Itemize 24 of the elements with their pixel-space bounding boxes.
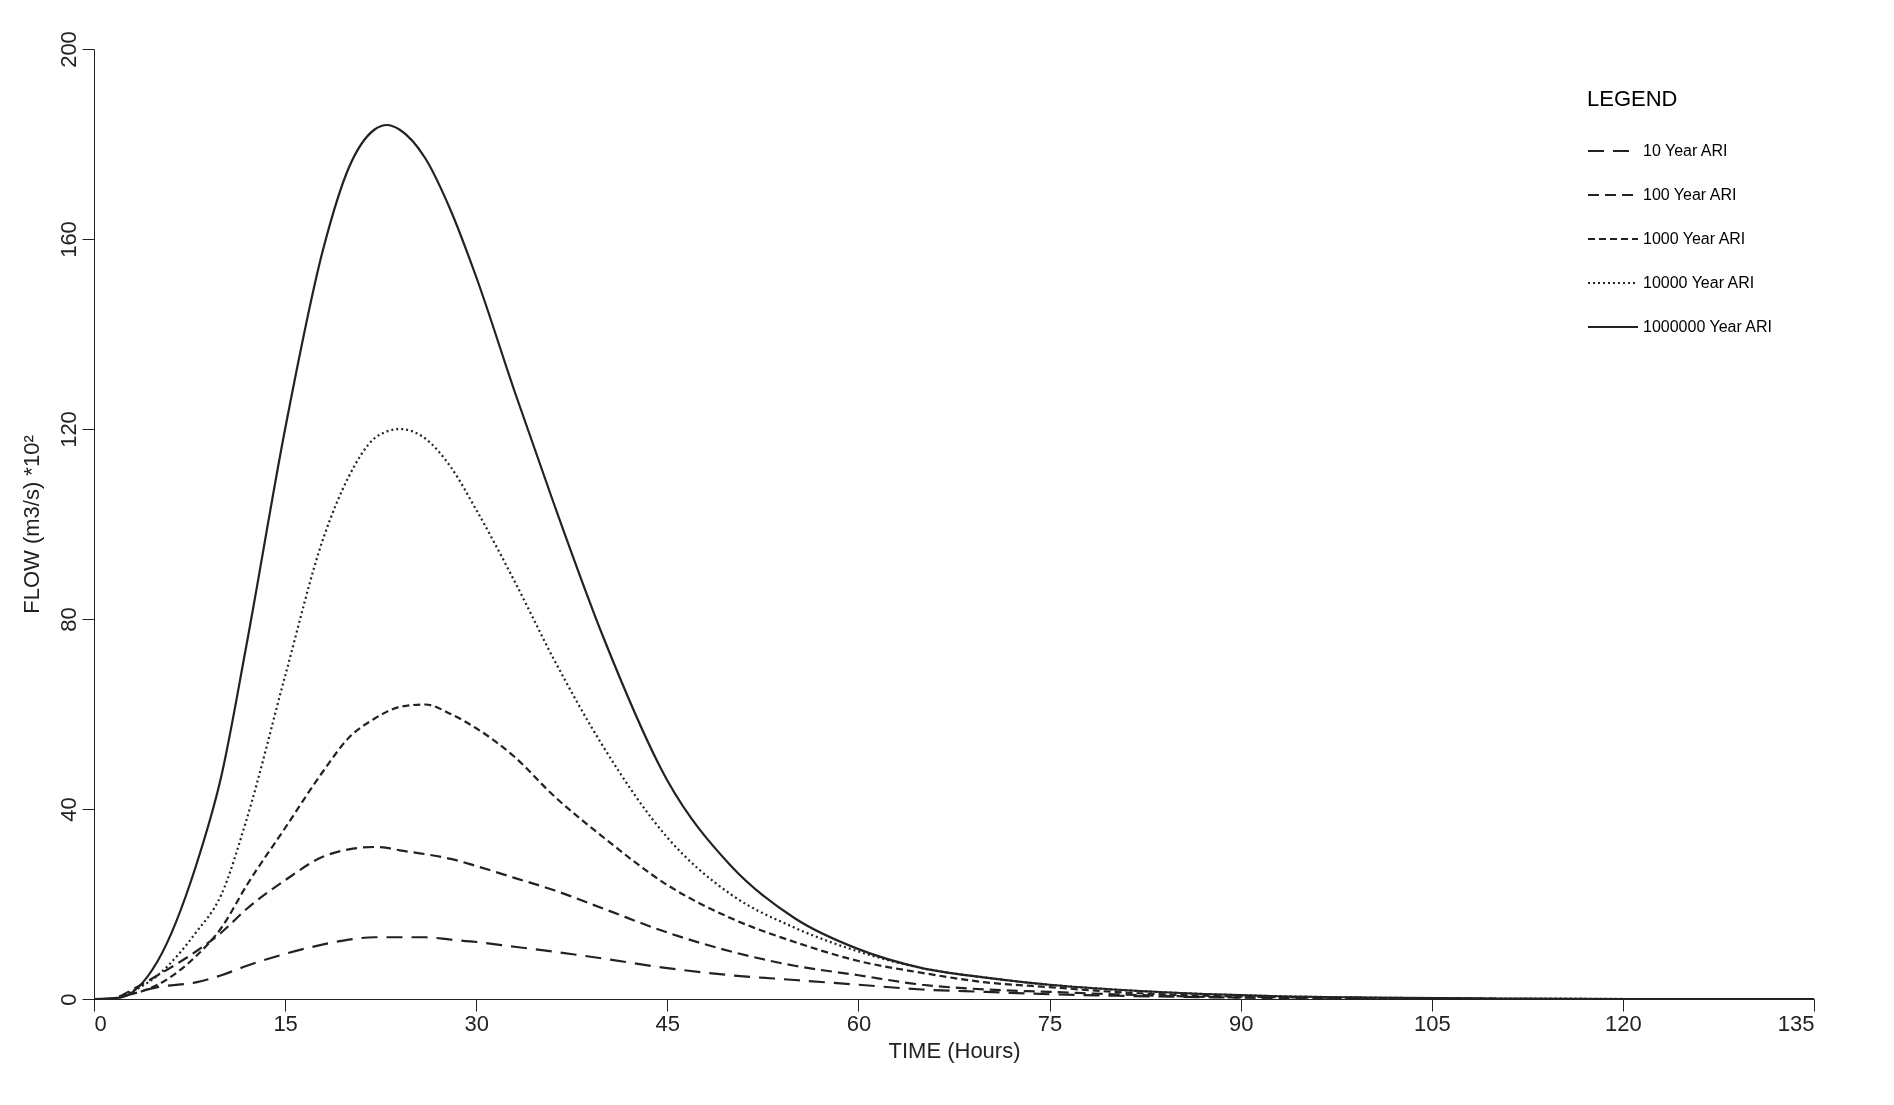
legend-label: 1000 Year ARI xyxy=(1643,230,1746,247)
y-tick-label: 40 xyxy=(55,797,81,822)
x-tick-label: 75 xyxy=(1037,1010,1063,1036)
x-tick-label: 135 xyxy=(1777,1010,1815,1036)
x-tick-label: 120 xyxy=(1605,1010,1642,1036)
y-tick-label: 200 xyxy=(55,31,81,68)
x-tick-label: 105 xyxy=(1413,1010,1451,1036)
legend-label: 1000000 Year ARI xyxy=(1643,318,1773,335)
y-axis-title: FLOW (m3/s) *10² xyxy=(18,435,44,614)
x-tick-label: 30 xyxy=(464,1010,489,1036)
x-tick-label: 60 xyxy=(846,1010,872,1036)
legend-title: LEGEND xyxy=(1587,86,1678,111)
x-tick-label: 45 xyxy=(655,1010,681,1036)
y-tick-label: 120 xyxy=(55,411,81,448)
y-tick-label: 80 xyxy=(55,607,81,632)
x-tick-label: 0 xyxy=(94,1010,107,1036)
x-axis-title: TIME (Hours) xyxy=(888,1037,1021,1063)
legend-label: 100 Year ARI xyxy=(1643,186,1737,203)
legend-label: 10000 Year ARI xyxy=(1643,274,1755,291)
legend-label: 10 Year ARI xyxy=(1643,142,1728,159)
x-tick-label: 90 xyxy=(1228,1010,1254,1036)
y-tick-label: 0 xyxy=(55,993,81,1006)
y-tick-label: 160 xyxy=(55,221,81,258)
x-tick-label: 15 xyxy=(273,1010,298,1036)
